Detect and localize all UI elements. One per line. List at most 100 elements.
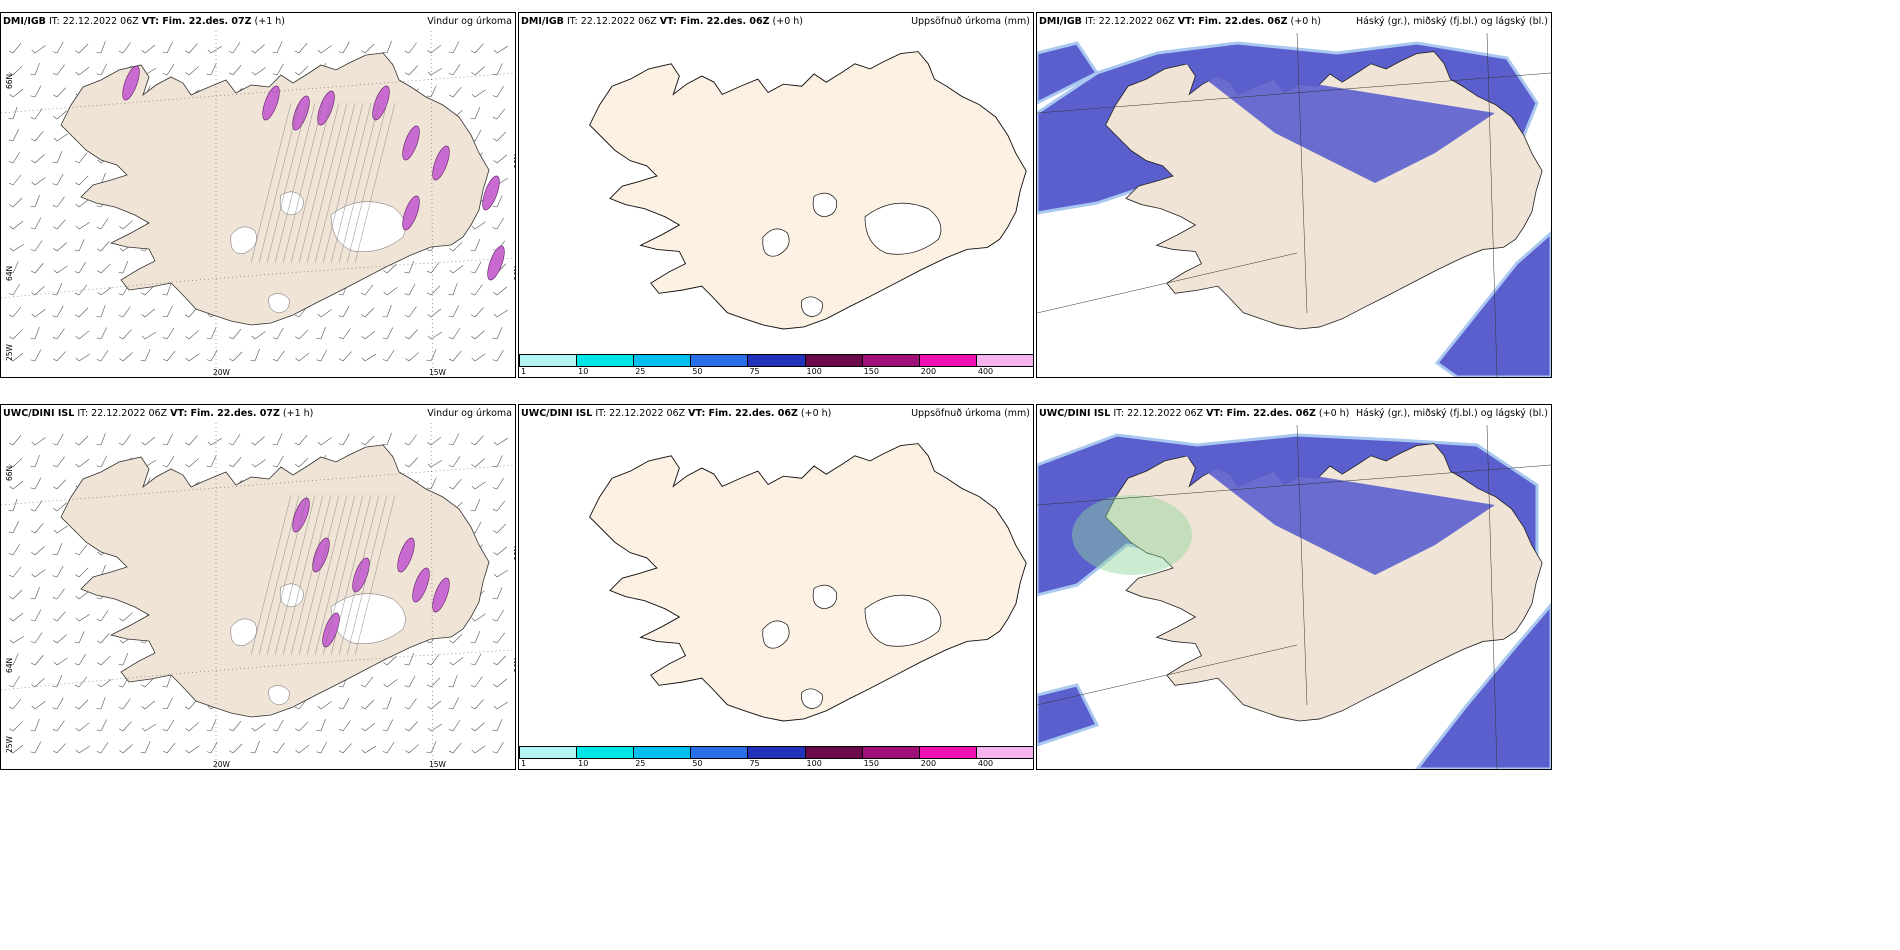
panel-title: Háský (gr.), miðský (fj.bl.) og lágský (…: [1355, 16, 1548, 27]
panel-title: Uppsöfnuð úrkoma (mm): [911, 16, 1030, 27]
colorbar-tick: 400: [977, 367, 994, 376]
colorbar-tick: 25: [635, 367, 646, 376]
init-time: IT: 22.12.2022 06Z: [595, 408, 686, 419]
colorbar-swatch: [861, 354, 920, 367]
colorbar-tick: 75: [749, 367, 760, 376]
init-time: IT: 22.12.2022 06Z: [48, 16, 139, 27]
precip-cell: [262, 85, 280, 121]
init-time: IT: 22.12.2022 06Z: [77, 408, 168, 419]
panel-header: UWC/DINI ISL IT: 22.12.2022 06Z VT: Fim.…: [1, 405, 515, 423]
model-name: UWC/DINI ISL: [1039, 408, 1111, 419]
iceland-land: [60, 444, 490, 718]
precip-cell: [397, 537, 415, 573]
colorbar-swatch: [690, 746, 749, 759]
lead-time: (+0 h): [800, 408, 832, 419]
map-panel-wind: UWC/DINI ISL IT: 22.12.2022 06Z VT: Fim.…: [0, 404, 516, 770]
precip-cell: [312, 537, 330, 573]
high-cloud-area: [1072, 495, 1192, 575]
precip-cell: [432, 145, 450, 181]
valid-time: VT: Fim. 22.des. 06Z: [1177, 16, 1288, 27]
iceland-land: [589, 443, 1027, 722]
panel-header: DMI/IGB IT: 22.12.2022 06Z VT: Fim. 22.d…: [1037, 13, 1551, 31]
colorbar-swatch: [690, 354, 749, 367]
colorbar-swatch: [576, 746, 635, 759]
cloud-area: [1037, 41, 1100, 105]
glacier-outline: [230, 226, 257, 254]
glacier-outline: [279, 583, 304, 608]
glacier-outline: [268, 685, 290, 706]
colorbar-tick: 200: [920, 367, 937, 376]
map-canvas: [589, 443, 1027, 722]
panel-title: Vindur og úrkoma: [427, 16, 512, 27]
colorbar-tick: 150: [863, 367, 879, 376]
colorbar-swatch: [747, 354, 806, 367]
model-name: UWC/DINI ISL: [521, 408, 593, 419]
colorbar-swatch: [861, 746, 920, 759]
lat-label: 64N: [513, 265, 516, 281]
cloud-area: [1434, 230, 1551, 377]
precip-cell: [482, 175, 500, 211]
precip-cell: [487, 245, 505, 281]
valid-time: VT: Fim. 22.des. 07Z: [141, 16, 252, 27]
valid-time: VT: Fim. 22.des. 06Z: [659, 16, 770, 27]
valid-time: VT: Fim. 22.des. 06Z: [1206, 408, 1316, 419]
glacier-outline: [812, 192, 838, 218]
init-time: IT: 22.12.2022 06Z: [1113, 408, 1204, 419]
panel-title: Vindur og úrkoma: [427, 408, 512, 419]
colorbar-swatch: [804, 746, 863, 759]
cloud-area: [1415, 602, 1551, 769]
precip-colorbar: 1 10 25 50 75 100 150 200 400: [519, 353, 1033, 377]
init-time: IT: 22.12.2022 06Z: [1084, 16, 1175, 27]
lead-time: (+1 h): [282, 408, 314, 419]
hatch-area: [250, 494, 396, 656]
map-panel-cloud: DMI/IGB IT: 22.12.2022 06Z VT: Fim. 22.d…: [1036, 12, 1552, 378]
panel-title: Háský (gr.), miðský (fj.bl.) og lágský (…: [1355, 408, 1548, 419]
lead-time: (+0 h): [1318, 408, 1350, 419]
model-name: DMI/IGB: [1039, 16, 1082, 27]
map-panel-cloud: UWC/DINI ISL IT: 22.12.2022 06Z VT: Fim.…: [1036, 404, 1552, 770]
map-canvas: [1037, 423, 1551, 769]
lon-label: 20W: [213, 760, 230, 769]
glacier-outline: [268, 293, 290, 314]
colorbar-swatch: [804, 354, 863, 367]
glacier-outline: [230, 618, 257, 646]
lat-label: 64N: [5, 657, 14, 673]
glacier-outline: [812, 584, 838, 610]
colorbar-swatch: [633, 746, 692, 759]
precip-cell: [402, 195, 420, 231]
model-name: DMI/IGB: [3, 16, 46, 27]
map-panel-precip: DMI/IGB IT: 22.12.2022 06Z VT: Fim. 22.d…: [518, 12, 1034, 378]
panel-title: Uppsöfnuð úrkoma (mm): [911, 408, 1030, 419]
precip-cell: [402, 125, 420, 161]
colorbar-tick: 1: [521, 367, 527, 376]
colorbar-tick: 400: [977, 759, 994, 768]
iceland-land: [60, 52, 490, 326]
lat-label: 66N: [5, 465, 14, 481]
colorbar-swatch: [975, 746, 1033, 759]
glacier-outline: [330, 593, 406, 644]
colorbar-swatch: [633, 354, 692, 367]
lead-time: (+0 h): [772, 16, 804, 27]
map-panel-wind: DMI/IGB IT: 22.12.2022 06Z VT: Fim. 22.d…: [0, 12, 516, 378]
glacier-outline: [864, 594, 942, 647]
lon-label: 20W: [213, 368, 230, 377]
colorbar-swatch: [975, 354, 1033, 367]
glacier-outline: [762, 620, 790, 649]
panel-header: DMI/IGB IT: 22.12.2022 06Z VT: Fim. 22.d…: [519, 13, 1033, 31]
panel-header: DMI/IGB IT: 22.12.2022 06Z VT: Fim. 22.d…: [1, 13, 515, 31]
lon-label: 15W: [429, 368, 446, 377]
colorbar-tick: 25: [635, 759, 646, 768]
lead-time: (+1 h): [254, 16, 286, 27]
precip-cell: [317, 90, 335, 126]
glacier-outline: [801, 296, 823, 318]
precip-colorbar: 1 10 25 50 75 100 150 200 400: [519, 745, 1033, 769]
map-canvas: [1, 30, 515, 377]
hatch-area: [250, 102, 396, 264]
colorbar-tick: 50: [692, 367, 703, 376]
colorbar-tick: 100: [806, 759, 822, 768]
lon-label: 15W: [429, 760, 446, 769]
colorbar-swatch: [918, 746, 977, 759]
precip-cell: [292, 95, 310, 131]
precip-cell: [292, 497, 310, 533]
map-canvas: [1037, 31, 1551, 377]
